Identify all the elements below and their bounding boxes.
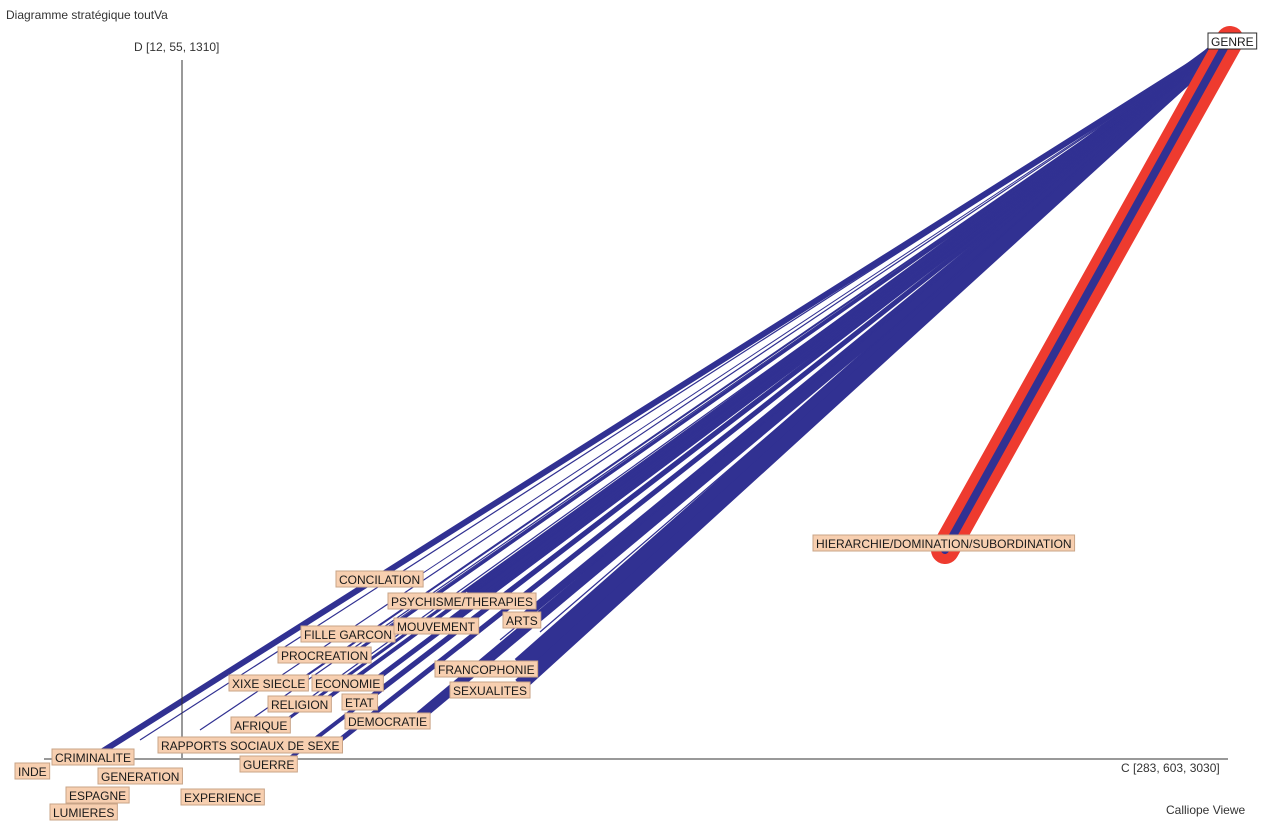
node-box-generation [97, 767, 183, 785]
node-label-generation: GENERATION [101, 770, 179, 784]
node-label-criminalite: CRIMINALITE [55, 751, 131, 765]
node-francophonie[interactable]: FRANCOPHONIE [434, 660, 539, 678]
node-label-francophonie: FRANCOPHONIE [438, 663, 535, 677]
node-afrique[interactable]: AFRIQUE [230, 716, 291, 734]
node-lumieres[interactable]: LUMIERES [49, 803, 118, 821]
node-sexualites[interactable]: SEXUALITES [449, 681, 531, 699]
link-hierarchie-inner [941, 44, 1228, 554]
node-experience[interactable]: EXPERIENCE [180, 788, 265, 806]
node-box-genre [1207, 32, 1258, 50]
node-box-etat [341, 693, 379, 711]
node-box-xixe-siecle [228, 674, 309, 692]
node-psychisme[interactable]: PSYCHISME/THERAPIES [387, 592, 537, 610]
node-label-genre: GENRE [1211, 35, 1254, 49]
link-fan-1 [139, 41, 1227, 741]
node-label-etat: ETAT [345, 696, 375, 710]
node-box-democratie [344, 712, 431, 730]
node-label-religion: RELIGION [271, 698, 328, 712]
node-fille-garcon[interactable]: FILLE GARCON [300, 625, 396, 643]
node-box-experience [180, 788, 265, 806]
link-fan-5 [339, 41, 1227, 691]
node-box-sexualites [449, 681, 531, 699]
node-democratie[interactable]: DEMOCRATIE [344, 712, 431, 730]
node-label-concilation: CONCILATION [339, 573, 420, 587]
node-box-rapports-sociaux [157, 736, 343, 754]
node-label-experience: EXPERIENCE [184, 791, 261, 805]
x-axis-label: C [283, 603, 3030] [1121, 761, 1220, 775]
node-procreation[interactable]: PROCREATION [277, 646, 372, 664]
node-label-sexualites: SEXUALITES [453, 684, 527, 698]
viewer-footer: Calliope Viewe [1166, 803, 1245, 817]
node-box-francophonie [434, 660, 539, 678]
node-etat[interactable]: ETAT [341, 693, 379, 711]
node-box-arts [502, 611, 542, 629]
node-label-guerre: GUERRE [243, 758, 294, 772]
node-arts[interactable]: ARTS [502, 611, 542, 629]
y-axis-label: D [12, 55, 1310] [134, 40, 219, 54]
node-box-concilation [335, 570, 424, 588]
node-economie[interactable]: ECONOMIE [311, 674, 384, 692]
node-layer: HIERARCHIE/DOMINATION/SUBORDINATION CONCI… [14, 32, 1258, 821]
node-label-espagne: ESPAGNE [69, 789, 126, 803]
link-fan-2 [199, 41, 1227, 731]
node-label-arts: ARTS [506, 614, 538, 628]
node-rapports-sociaux[interactable]: RAPPORTS SOCIAUX DE SEXE [157, 736, 343, 754]
link-procreation [354, 40, 1227, 654]
chart-title: Diagramme stratégique toutVa [6, 8, 168, 22]
node-label-afrique: AFRIQUE [234, 719, 287, 733]
node-label-lumieres: LUMIERES [53, 806, 114, 820]
node-genre[interactable]: GENRE [1207, 32, 1258, 50]
node-concilation[interactable]: CONCILATION [335, 570, 424, 588]
node-box-procreation [277, 646, 372, 664]
link-xixe-siecle [299, 41, 1227, 681]
node-box-psychisme [387, 592, 537, 610]
node-espagne[interactable]: ESPAGNE [65, 786, 130, 804]
node-guerre[interactable]: GUERRE [239, 755, 298, 773]
node-box-espagne [65, 786, 130, 804]
node-box-guerre [239, 755, 298, 773]
link-sexualites [515, 36, 1231, 691]
node-box-hierarchie [812, 534, 1076, 552]
axes: D [12, 55, 1310] C [283, 603, 3030] [44, 40, 1228, 775]
node-mouvement[interactable]: MOUVEMENT [393, 617, 480, 635]
link-layer [93, 26, 1244, 764]
node-xixe-siecle[interactable]: XIXE SIECLE [228, 674, 309, 692]
node-label-economie: ECONOMIE [315, 677, 380, 691]
node-box-religion [267, 695, 332, 713]
node-label-xixe-siecle: XIXE SIECLE [232, 677, 305, 691]
link-democratie [416, 38, 1230, 720]
link-concilation [419, 41, 1227, 576]
node-box-afrique [230, 716, 291, 734]
node-label-inde: INDE [18, 765, 47, 779]
node-criminalite[interactable]: CRIMINALITE [51, 748, 135, 766]
link-fan-7 [419, 41, 1227, 661]
node-label-rapports-sociaux: RAPPORTS SOCIAUX DE SEXE [161, 739, 340, 753]
node-religion[interactable]: RELIGION [267, 695, 332, 713]
node-label-fille-garcon: FILLE GARCON [304, 628, 392, 642]
node-label-mouvement: MOUVEMENT [397, 620, 476, 634]
link-fan-6 [379, 41, 1227, 677]
node-hierarchie[interactable]: HIERARCHIE/DOMINATION/SUBORDINATION [812, 534, 1076, 552]
link-fan-0 [94, 41, 1227, 757]
node-generation[interactable]: GENERATION [97, 767, 183, 785]
node-box-inde [14, 762, 51, 780]
node-label-psychisme: PSYCHISME/THERAPIES [391, 595, 533, 609]
node-inde[interactable]: INDE [14, 762, 51, 780]
node-label-procreation: PROCREATION [281, 649, 368, 663]
node-box-criminalite [51, 748, 135, 766]
node-label-hierarchie: HIERARCHIE/DOMINATION/SUBORDINATION [816, 537, 1072, 551]
node-box-mouvement [393, 617, 480, 635]
link-fan-9 [499, 41, 1227, 641]
node-box-lumieres [49, 803, 118, 821]
link-fan-10 [539, 41, 1227, 633]
node-box-economie [311, 674, 384, 692]
node-label-democratie: DEMOCRATIE [348, 715, 427, 729]
link-fan-8 [459, 41, 1227, 649]
